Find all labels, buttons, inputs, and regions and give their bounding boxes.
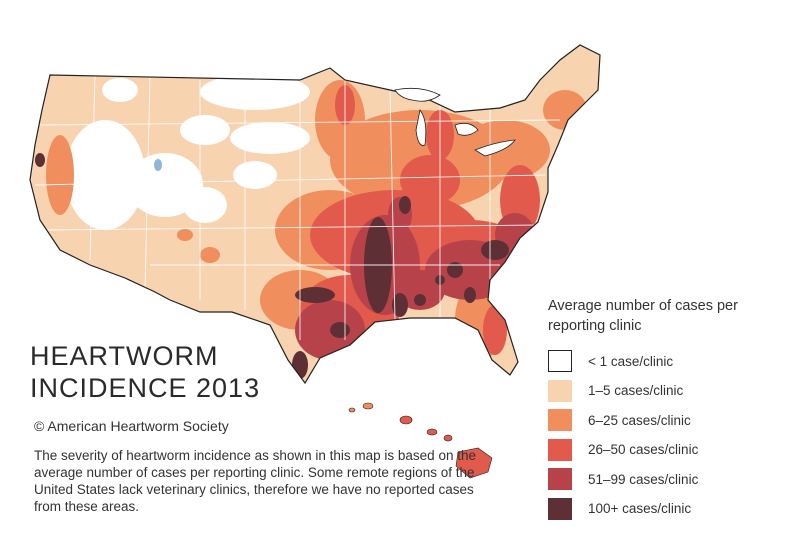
legend-item: < 1 case/clinic	[548, 350, 788, 372]
lake-michigan	[415, 109, 427, 146]
state-lines	[34, 74, 561, 340]
legend-label: 26–50 cases/clinic	[588, 442, 699, 457]
legend-label: 100+ cases/clinic	[588, 501, 692, 516]
map-title-line2: INCIDENCE 2013	[30, 373, 261, 403]
lake-huron	[454, 122, 479, 136]
legend-swatch	[548, 468, 572, 490]
legend-title: Average number of cases per reporting cl…	[548, 298, 738, 334]
hawaii-islands	[348, 402, 493, 479]
legend-swatch	[548, 438, 572, 461]
lake-erie	[474, 139, 516, 157]
copyright-notice: © American Heartworm Society	[34, 418, 229, 434]
map-description: The severity of heartworm incidence as s…	[34, 448, 476, 514]
legend-label: 51–99 cases/clinic	[588, 471, 699, 487]
legend-label: 6–25 cases/clinic	[588, 412, 691, 428]
legend-label: 1–5 cases/clinic	[588, 383, 684, 398]
map-title-line1: HEARTWORM	[30, 341, 219, 371]
legend-item: 100+ cases/clinic	[548, 497, 788, 520]
legend-swatch	[548, 497, 572, 520]
legend: Average number of cases per reporting cl…	[548, 296, 788, 527]
legend-item: 26–50 cases/clinic	[548, 438, 788, 461]
legend-swatch	[548, 409, 572, 431]
legend-label: < 1 case/clinic	[588, 353, 674, 369]
lake-superior	[394, 87, 441, 102]
legend-swatch	[548, 379, 572, 402]
legend-swatch	[548, 350, 572, 372]
legend-item: 51–99 cases/clinic	[548, 468, 788, 490]
legend-item: 1–5 cases/clinic	[548, 379, 788, 402]
great-salt-lake	[154, 159, 162, 171]
legend-item: 6–25 cases/clinic	[548, 409, 788, 431]
legend-items: < 1 case/clinic 1–5 cases/clinic 6–25 case…	[548, 350, 788, 520]
map-title: HEARTWORM INCIDENCE 2013	[30, 340, 260, 404]
